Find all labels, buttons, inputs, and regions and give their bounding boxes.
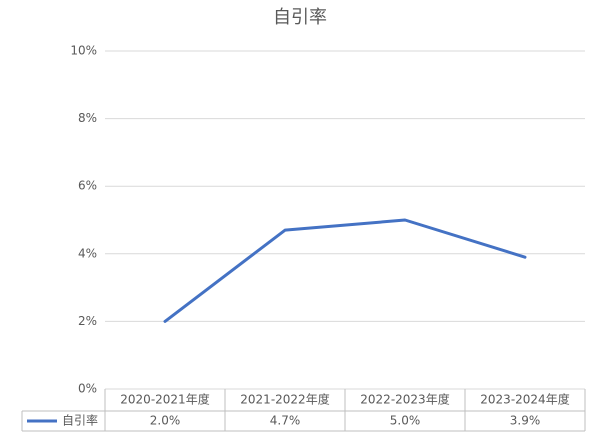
y-tick-label: 10% bbox=[70, 44, 97, 58]
x-tick-label: 2021-2022年度 bbox=[240, 392, 329, 407]
y-tick-label: 6% bbox=[78, 179, 97, 193]
table-value: 3.9% bbox=[510, 414, 541, 428]
series-line bbox=[163, 218, 527, 323]
table-value: 2.0% bbox=[150, 414, 181, 428]
y-tick-label: 2% bbox=[78, 314, 97, 328]
x-tick-label: 2022-2023年度 bbox=[360, 392, 449, 407]
y-tick-label: 0% bbox=[78, 382, 97, 396]
legend-label: 自引率 bbox=[62, 413, 98, 428]
x-tick-label: 2020-2021年度 bbox=[120, 392, 209, 407]
x-tick-label: 2023-2024年度 bbox=[480, 392, 569, 407]
chart-title: 自引率 bbox=[273, 7, 327, 28]
y-tick-label: 4% bbox=[78, 246, 97, 260]
table-value: 5.0% bbox=[390, 414, 421, 428]
y-tick-label: 8% bbox=[78, 111, 97, 125]
table-value: 4.7% bbox=[270, 414, 301, 428]
